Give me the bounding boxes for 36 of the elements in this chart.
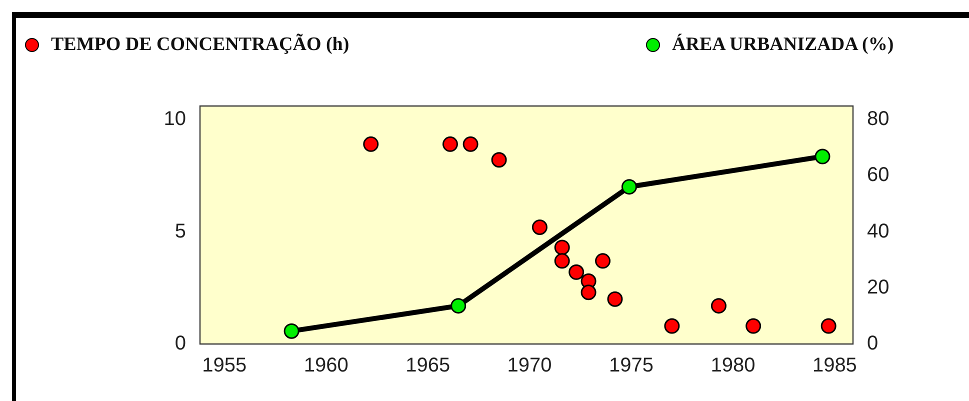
y-tick-label: 5 xyxy=(174,220,186,242)
y2-tick-label: 60 xyxy=(867,164,890,186)
point xyxy=(664,318,680,334)
x-tick-label: 1980 xyxy=(710,354,756,377)
point xyxy=(580,284,596,300)
point xyxy=(710,298,726,314)
point xyxy=(621,179,637,195)
point xyxy=(595,253,611,269)
point xyxy=(568,264,584,280)
point xyxy=(491,152,507,168)
point xyxy=(363,136,379,152)
x-tick-label: 1960 xyxy=(304,354,348,377)
legend-label: ÁREA URBANIZADA (%) xyxy=(672,34,894,56)
y2-tick-label: 20 xyxy=(867,276,890,298)
x-tick-label: 1985 xyxy=(812,354,857,377)
x-tick-label: 1965 xyxy=(406,354,450,377)
legend-label: TEMPO DE CONCENTRAÇÃO (h) xyxy=(51,34,350,56)
point xyxy=(746,318,762,334)
point xyxy=(554,253,570,269)
x-tick-label: 1955 xyxy=(202,354,247,377)
point xyxy=(554,240,570,256)
y2-tick-label: 40 xyxy=(867,220,890,242)
y2-tick-label: 80 xyxy=(867,108,890,130)
x-tick-label: 1975 xyxy=(609,354,654,377)
y-tick-label: 0 xyxy=(174,332,186,355)
point xyxy=(607,291,623,307)
x-tick-label: 1970 xyxy=(507,354,552,377)
point xyxy=(532,219,548,235)
point xyxy=(820,318,836,334)
y-tick-label: 10 xyxy=(164,108,186,130)
point xyxy=(442,136,458,152)
point xyxy=(284,323,300,339)
point xyxy=(462,136,478,152)
y2-tick-label: 0 xyxy=(867,332,878,355)
point xyxy=(814,148,830,164)
point xyxy=(450,298,466,314)
